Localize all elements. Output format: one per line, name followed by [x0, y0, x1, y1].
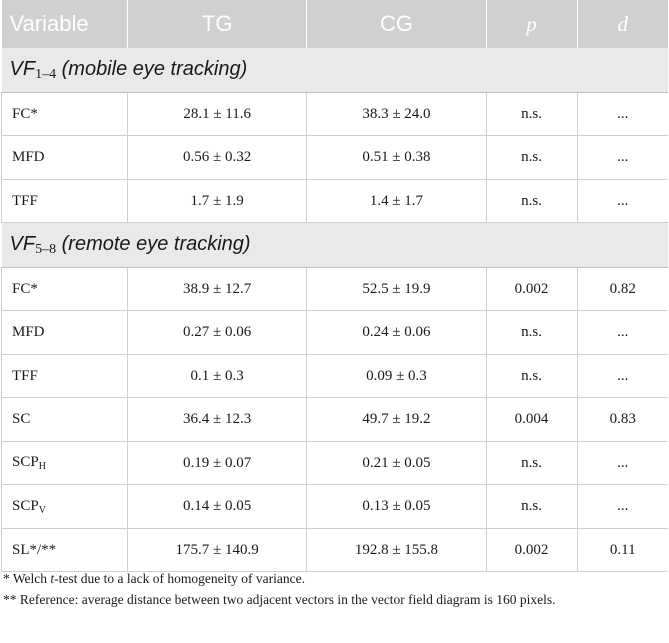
cell-cg: 0.24 ± 0.06: [306, 310, 487, 355]
cell-variable: SCPH: [0, 441, 129, 485]
cell-variable: SL*/**: [0, 528, 129, 572]
cell-variable: TFF: [0, 179, 129, 223]
section-row: VF5–8 (remote eye tracking): [1, 222, 668, 268]
header-row: Variable TG CG p d: [1, 0, 668, 48]
cell-variable: TFF: [0, 354, 129, 398]
cell-cg: 0.09 ± 0.3: [306, 354, 487, 398]
cell-d: 0.11: [577, 528, 668, 572]
footnote-welch: * Welch t-test due to a lack of homogene…: [3, 571, 305, 586]
table-footnotes: * Welch t-test due to a lack of homogene…: [3, 568, 663, 610]
header-tg: TG: [127, 0, 308, 48]
cell-cg: 49.7 ± 19.2: [306, 397, 487, 442]
cell-p: n.s.: [486, 354, 578, 398]
cell-d: ...: [577, 135, 668, 180]
cell-tg: 0.14 ± 0.05: [127, 484, 308, 529]
results-table-container: Variable TG CG p d VF1–4 (mobile eye tra…: [0, 0, 668, 572]
cell-p: n.s.: [486, 135, 578, 180]
cell-p: n.s.: [486, 484, 578, 529]
table-row: SC 36.4 ± 12.3 49.7 ± 19.2 0.004 0.83: [0, 397, 668, 442]
cell-p: n.s.: [486, 92, 578, 136]
cell-variable: MFD: [0, 135, 129, 180]
cell-d: ...: [577, 484, 668, 529]
cell-tg: 28.1 ± 11.6: [127, 92, 308, 136]
table-row: MFD 0.56 ± 0.32 0.51 ± 0.38 n.s....: [0, 135, 668, 180]
cell-cg: 192.8 ± 155.8: [306, 528, 487, 572]
cell-tg: 1.7 ± 1.9: [127, 179, 308, 223]
cell-variable: FC*: [0, 267, 129, 311]
cell-tg: 36.4 ± 12.3: [127, 397, 308, 442]
cell-p: 0.002: [486, 528, 578, 572]
table-row: TFF 1.7 ± 1.9 1.4 ± 1.7 n.s....: [0, 179, 668, 223]
header-d: d: [577, 0, 668, 48]
header-cg: CG: [306, 0, 487, 48]
results-table: Variable TG CG p d VF1–4 (mobile eye tra…: [0, 0, 668, 572]
section-row: VF1–4 (mobile eye tracking): [1, 48, 668, 93]
cell-p: n.s.: [486, 310, 578, 355]
table-row: FC* 28.1 ± 11.6 38.3 ± 24.0 n.s....: [0, 92, 668, 136]
cell-cg: 52.5 ± 19.9: [306, 267, 487, 311]
table-row: SCPH 0.19 ± 0.07 0.21 ± 0.05 n.s....: [0, 441, 668, 485]
table-header: Variable TG CG p d: [1, 0, 668, 48]
cell-tg: 0.56 ± 0.32: [127, 135, 308, 180]
cell-cg: 38.3 ± 24.0: [306, 92, 487, 136]
table-row: TFF 0.1 ± 0.3 0.09 ± 0.3 n.s....: [0, 354, 668, 398]
cell-d: ...: [577, 310, 668, 355]
section-label: VF5–8 (remote eye tracking): [1, 222, 668, 268]
cell-variable: SCPV: [0, 484, 129, 529]
header-p: p: [486, 0, 578, 48]
cell-d: ...: [577, 354, 668, 398]
cell-d: ...: [577, 179, 668, 223]
table-row: SL*/** 175.7 ± 140.9 192.8 ± 155.8 0.002 0.1…: [0, 528, 668, 572]
cell-d: ...: [577, 92, 668, 136]
cell-cg: 0.21 ± 0.05: [306, 441, 487, 485]
table-row: SCPV 0.14 ± 0.05 0.13 ± 0.05 n.s....: [0, 484, 668, 529]
cell-d: 0.82: [577, 267, 668, 311]
cell-p: n.s.: [486, 441, 578, 485]
cell-tg: 175.7 ± 140.9: [127, 528, 308, 572]
cell-p: 0.002: [486, 267, 578, 311]
cell-d: 0.83: [577, 397, 668, 442]
section-label: VF1–4 (mobile eye tracking): [1, 48, 668, 93]
table-row: MFD 0.27 ± 0.06 0.24 ± 0.06 n.s....: [0, 310, 668, 355]
cell-variable: SC: [0, 397, 129, 442]
header-variable: Variable: [1, 0, 129, 48]
cell-d: ...: [577, 441, 668, 485]
cell-cg: 1.4 ± 1.7: [306, 179, 487, 223]
cell-tg: 0.19 ± 0.07: [127, 441, 308, 485]
cell-cg: 0.13 ± 0.05: [306, 484, 487, 529]
footnote-reference: ** Reference: average distance between t…: [3, 592, 556, 607]
table-row: FC* 38.9 ± 12.7 52.5 ± 19.9 0.002 0.82: [0, 267, 668, 311]
cell-variable: MFD: [0, 310, 129, 355]
cell-p: n.s.: [486, 179, 578, 223]
table-body: VF1–4 (mobile eye tracking) FC* 28.1 ± 11.…: [0, 48, 668, 572]
cell-tg: 0.1 ± 0.3: [127, 354, 308, 398]
cell-tg: 38.9 ± 12.7: [127, 267, 308, 311]
cell-cg: 0.51 ± 0.38: [306, 135, 487, 180]
cell-p: 0.004: [486, 397, 578, 442]
cell-variable: FC*: [0, 92, 129, 136]
cell-tg: 0.27 ± 0.06: [127, 310, 308, 355]
